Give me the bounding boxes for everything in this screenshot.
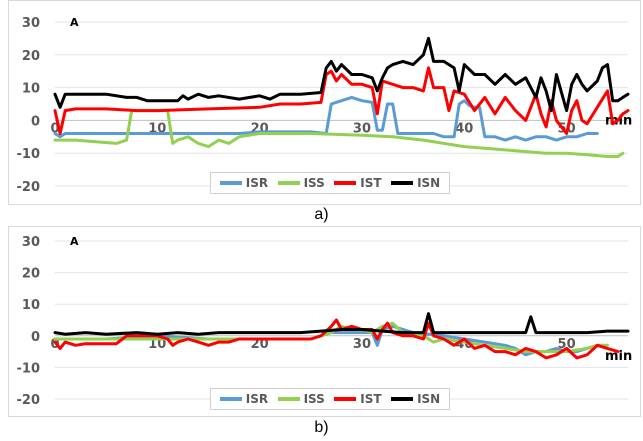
legend-label: ISS — [303, 392, 325, 406]
x-tick-label: 30 — [353, 121, 371, 136]
legend-item-ist: IST — [334, 392, 382, 406]
x-tick-label: 0 — [50, 121, 59, 136]
y-tick-label: 20 — [22, 267, 40, 282]
series-line-isn — [53, 312, 630, 336]
legend-swatch — [334, 397, 357, 401]
legend-swatch — [277, 181, 300, 185]
x-tick-label: 50 — [558, 337, 576, 352]
legend-swatch — [219, 397, 242, 401]
y-tick-label: -20 — [17, 393, 41, 408]
legend-label: ISR — [245, 392, 269, 406]
legend-item-isn: ISN — [391, 392, 440, 406]
legend-b: ISR ISS IST ISN — [210, 388, 450, 410]
legend-swatch — [219, 181, 242, 185]
legend-item-ist: IST — [334, 176, 382, 190]
legend-item-isr: ISR — [219, 392, 269, 406]
chart-frame — [8, 0, 641, 205]
legend-swatch — [334, 181, 357, 185]
y-tick-label: 10 — [22, 82, 40, 97]
legend-label: ISR — [245, 176, 269, 190]
y-tick-label: 10 — [22, 298, 40, 313]
legend-a: ISR ISS IST ISN — [210, 172, 450, 194]
series-line-ist — [53, 318, 620, 360]
x-axis-unit: min — [605, 349, 632, 364]
legend-item-isn: ISN — [391, 176, 440, 190]
y-tick-label: -20 — [17, 180, 41, 195]
y-tick-label: 30 — [22, 235, 40, 250]
legend-swatch — [391, 181, 414, 185]
legend-label: ISN — [417, 392, 441, 406]
chart-frame — [8, 226, 641, 417]
caption-b: b) — [314, 419, 329, 436]
legend-item-iss: ISS — [277, 176, 325, 190]
y-axis-unit: A — [70, 16, 79, 29]
legend-label: ISN — [417, 176, 441, 190]
legend-item-isr: ISR — [219, 176, 269, 190]
caption-a: a) — [314, 206, 329, 223]
x-tick-label: 10 — [148, 337, 166, 352]
legend-label: ISS — [303, 176, 325, 190]
series-line-isr — [53, 95, 599, 142]
legend-item-iss: ISS — [277, 392, 325, 406]
x-tick-label: 30 — [353, 337, 371, 352]
y-tick-label: 0 — [31, 330, 40, 345]
legend-label: IST — [360, 176, 382, 190]
series-line-ist — [53, 66, 630, 135]
x-tick-label: 20 — [251, 337, 269, 352]
x-tick-label: 40 — [455, 121, 473, 136]
y-axis-unit: A — [70, 235, 79, 248]
series-line-isn — [53, 36, 630, 113]
legend-swatch — [277, 397, 300, 401]
y-tick-label: -10 — [17, 361, 41, 376]
y-tick-label: 0 — [31, 114, 40, 129]
y-tick-label: 30 — [22, 16, 40, 31]
legend-label: IST — [360, 392, 382, 406]
y-tick-label: -10 — [17, 147, 41, 162]
y-tick-label: 20 — [22, 49, 40, 64]
legend-swatch — [391, 397, 414, 401]
